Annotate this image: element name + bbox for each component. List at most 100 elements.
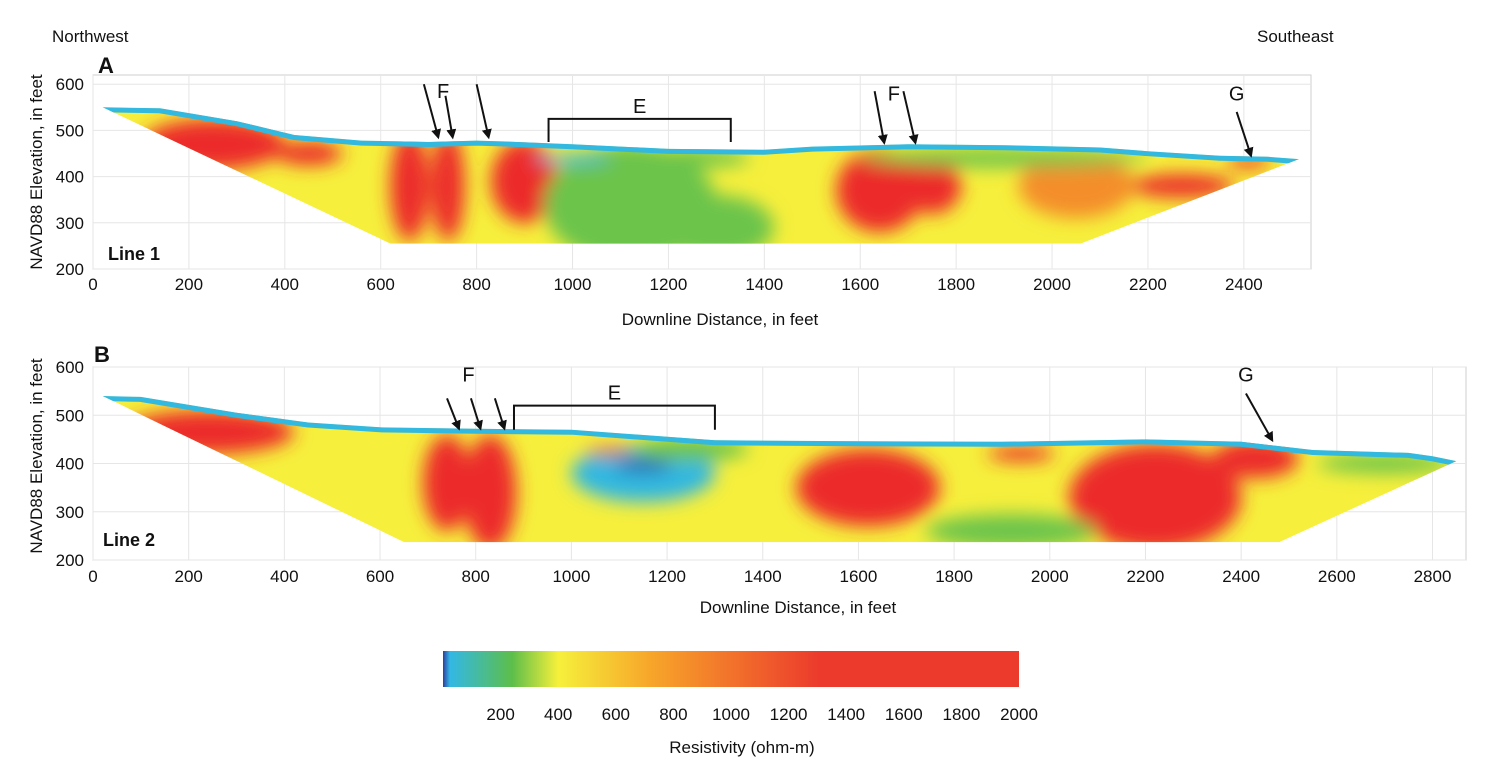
resistivity-anomaly [390,130,429,242]
x-tick-label: 1200 [648,567,686,586]
colorbar-tick-labels: 200 400 600 800 1000 1200 1400 1600 1800 2000 [486,705,1038,724]
x-tick-label: 1600 [841,275,879,294]
annotation-label: F [462,364,474,386]
colorbar-tick-label: 2000 [1000,705,1038,724]
x-tick-label: 1400 [745,275,783,294]
x-tick-label: 2200 [1129,275,1167,294]
resistivity-anomaly [658,195,774,244]
resistivity-section [102,396,1457,543]
y-tick-labels: 200 300 400 500 600 [56,75,84,279]
y-tick-label: 300 [56,503,84,522]
y-axis-title: NAVD88 Elevation, in feet [27,74,46,270]
resistivity-anomaly [860,148,1148,168]
annotation-label: G [1229,83,1245,105]
y-tick-labels: 200 300 400 500 600 [56,358,84,570]
colorbar-tick-label: 1200 [770,705,808,724]
colorbar-tick-label: 600 [602,705,630,724]
x-tick-label: 2200 [1127,567,1165,586]
line-label: Line 2 [103,530,155,550]
bracket [512,404,716,430]
resistivity-anomaly [463,434,517,543]
resistivity-anomaly [1128,174,1235,198]
annotation-arrow [873,90,888,145]
resistivity-anomaly [1018,153,1134,219]
annotation-arrow [902,90,919,145]
resistivity-anomaly [1068,444,1242,543]
x-tick-label: 800 [462,275,490,294]
x-axis-title: Downline Distance, in feet [622,310,819,329]
x-tick-labels: 0 200 400 600 800 1000 1200 1400 1600 1800 2000 220… [88,275,1263,294]
y-tick-label: 500 [56,121,84,140]
y-tick-label: 600 [56,358,84,377]
colorbar-tick-label: 200 [486,705,514,724]
x-tick-label: 200 [175,275,203,294]
y-tick-label: 400 [56,168,84,187]
annotations: F F GE [422,81,1254,158]
annotation-arrow [444,95,457,140]
annotations: F GE [446,364,1274,443]
x-tick-label: 1200 [650,275,688,294]
anomaly-group [121,410,1452,543]
section-fill [102,396,1457,543]
x-tick-label: 600 [367,275,395,294]
annotation-arrow [422,83,441,140]
x-tick-label: 0 [88,275,97,294]
x-tick-label: 0 [88,567,97,586]
near-surface-band [102,396,1457,467]
bracket-label: E [608,383,621,405]
x-tick-labels: 0 200 400 600 800 1000 1200 1400 1600 1800 2000 220… [88,567,1451,586]
annotation-arrow [493,398,507,431]
x-tick-label: 1000 [554,275,592,294]
colorbar-tick-label: 400 [544,705,572,724]
colorbar-tick-label: 1000 [712,705,750,724]
annotation-arrow [475,84,492,140]
resistivity-anomaly [925,514,1098,543]
resistivity-anomaly [423,434,471,532]
x-tick-label: 2600 [1318,567,1356,586]
resistivity-anomaly [431,130,465,242]
y-tick-label: 600 [56,75,84,94]
y-axis-title: NAVD88 Elevation, in feet [27,358,46,554]
colorbar-ramp [443,651,1019,687]
resistivity-anomaly [987,446,1055,462]
x-tick-label: 1000 [552,567,590,586]
colorbar-tick-label: 1400 [827,705,865,724]
x-tick-label: 800 [462,567,490,586]
resistivity-anomaly [796,449,940,527]
x-tick-label: 1400 [744,567,782,586]
y-tick-label: 200 [56,551,84,570]
x-tick-label: 200 [174,567,202,586]
resistivity-anomaly [534,153,611,163]
y-tick-label: 400 [56,455,84,474]
annotation-arrow [446,397,461,431]
x-tick-label: 1800 [935,567,973,586]
panel-b: 0 200 400 600 800 1000 1200 1400 1600 1800 2000 220… [27,342,1467,617]
y-tick-label: 300 [56,214,84,233]
x-tick-label: 2400 [1222,567,1260,586]
x-axis-title: Downline Distance, in feet [700,598,897,617]
y-tick-label: 500 [56,406,84,425]
line-label: Line 1 [108,244,160,264]
bracket [547,117,732,142]
colorbar-tick-label: 800 [659,705,687,724]
y-tick-label: 200 [56,260,84,279]
resistivity-anomaly [275,141,343,166]
annotation-label: F [888,83,900,105]
direction-left: Northwest [52,27,129,46]
x-tick-label: 400 [271,275,299,294]
annotation-arrow [1245,393,1274,443]
panel-letter: A [98,53,114,78]
resistivity-anomaly [585,447,634,456]
x-tick-label: 1600 [840,567,878,586]
colorbar-title: Resistivity (ohm-m) [669,738,814,757]
annotation-label: F [437,81,449,103]
bracket-label: E [633,96,646,118]
colorbar-tick-label: 1800 [942,705,980,724]
annotation-arrow [1235,111,1254,158]
panel-letter: B [94,342,110,367]
colorbar: 200 400 600 800 1000 1200 1400 1600 1800 2000 Res… [443,651,1038,757]
x-tick-label: 600 [366,567,394,586]
annotation-label: G [1238,364,1254,386]
x-tick-label: 2000 [1031,567,1069,586]
